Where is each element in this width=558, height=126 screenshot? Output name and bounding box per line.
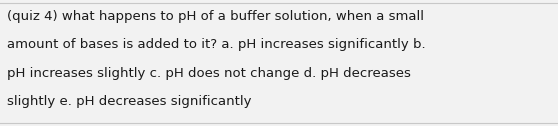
Text: pH increases slightly c. pH does not change d. pH decreases: pH increases slightly c. pH does not cha… — [7, 67, 411, 80]
Text: amount of bases is added to it? a. pH increases significantly b.: amount of bases is added to it? a. pH in… — [7, 38, 425, 51]
Text: slightly e. pH decreases significantly: slightly e. pH decreases significantly — [7, 95, 251, 108]
Text: (quiz 4) what happens to pH of a buffer solution, when a small: (quiz 4) what happens to pH of a buffer … — [7, 10, 424, 23]
